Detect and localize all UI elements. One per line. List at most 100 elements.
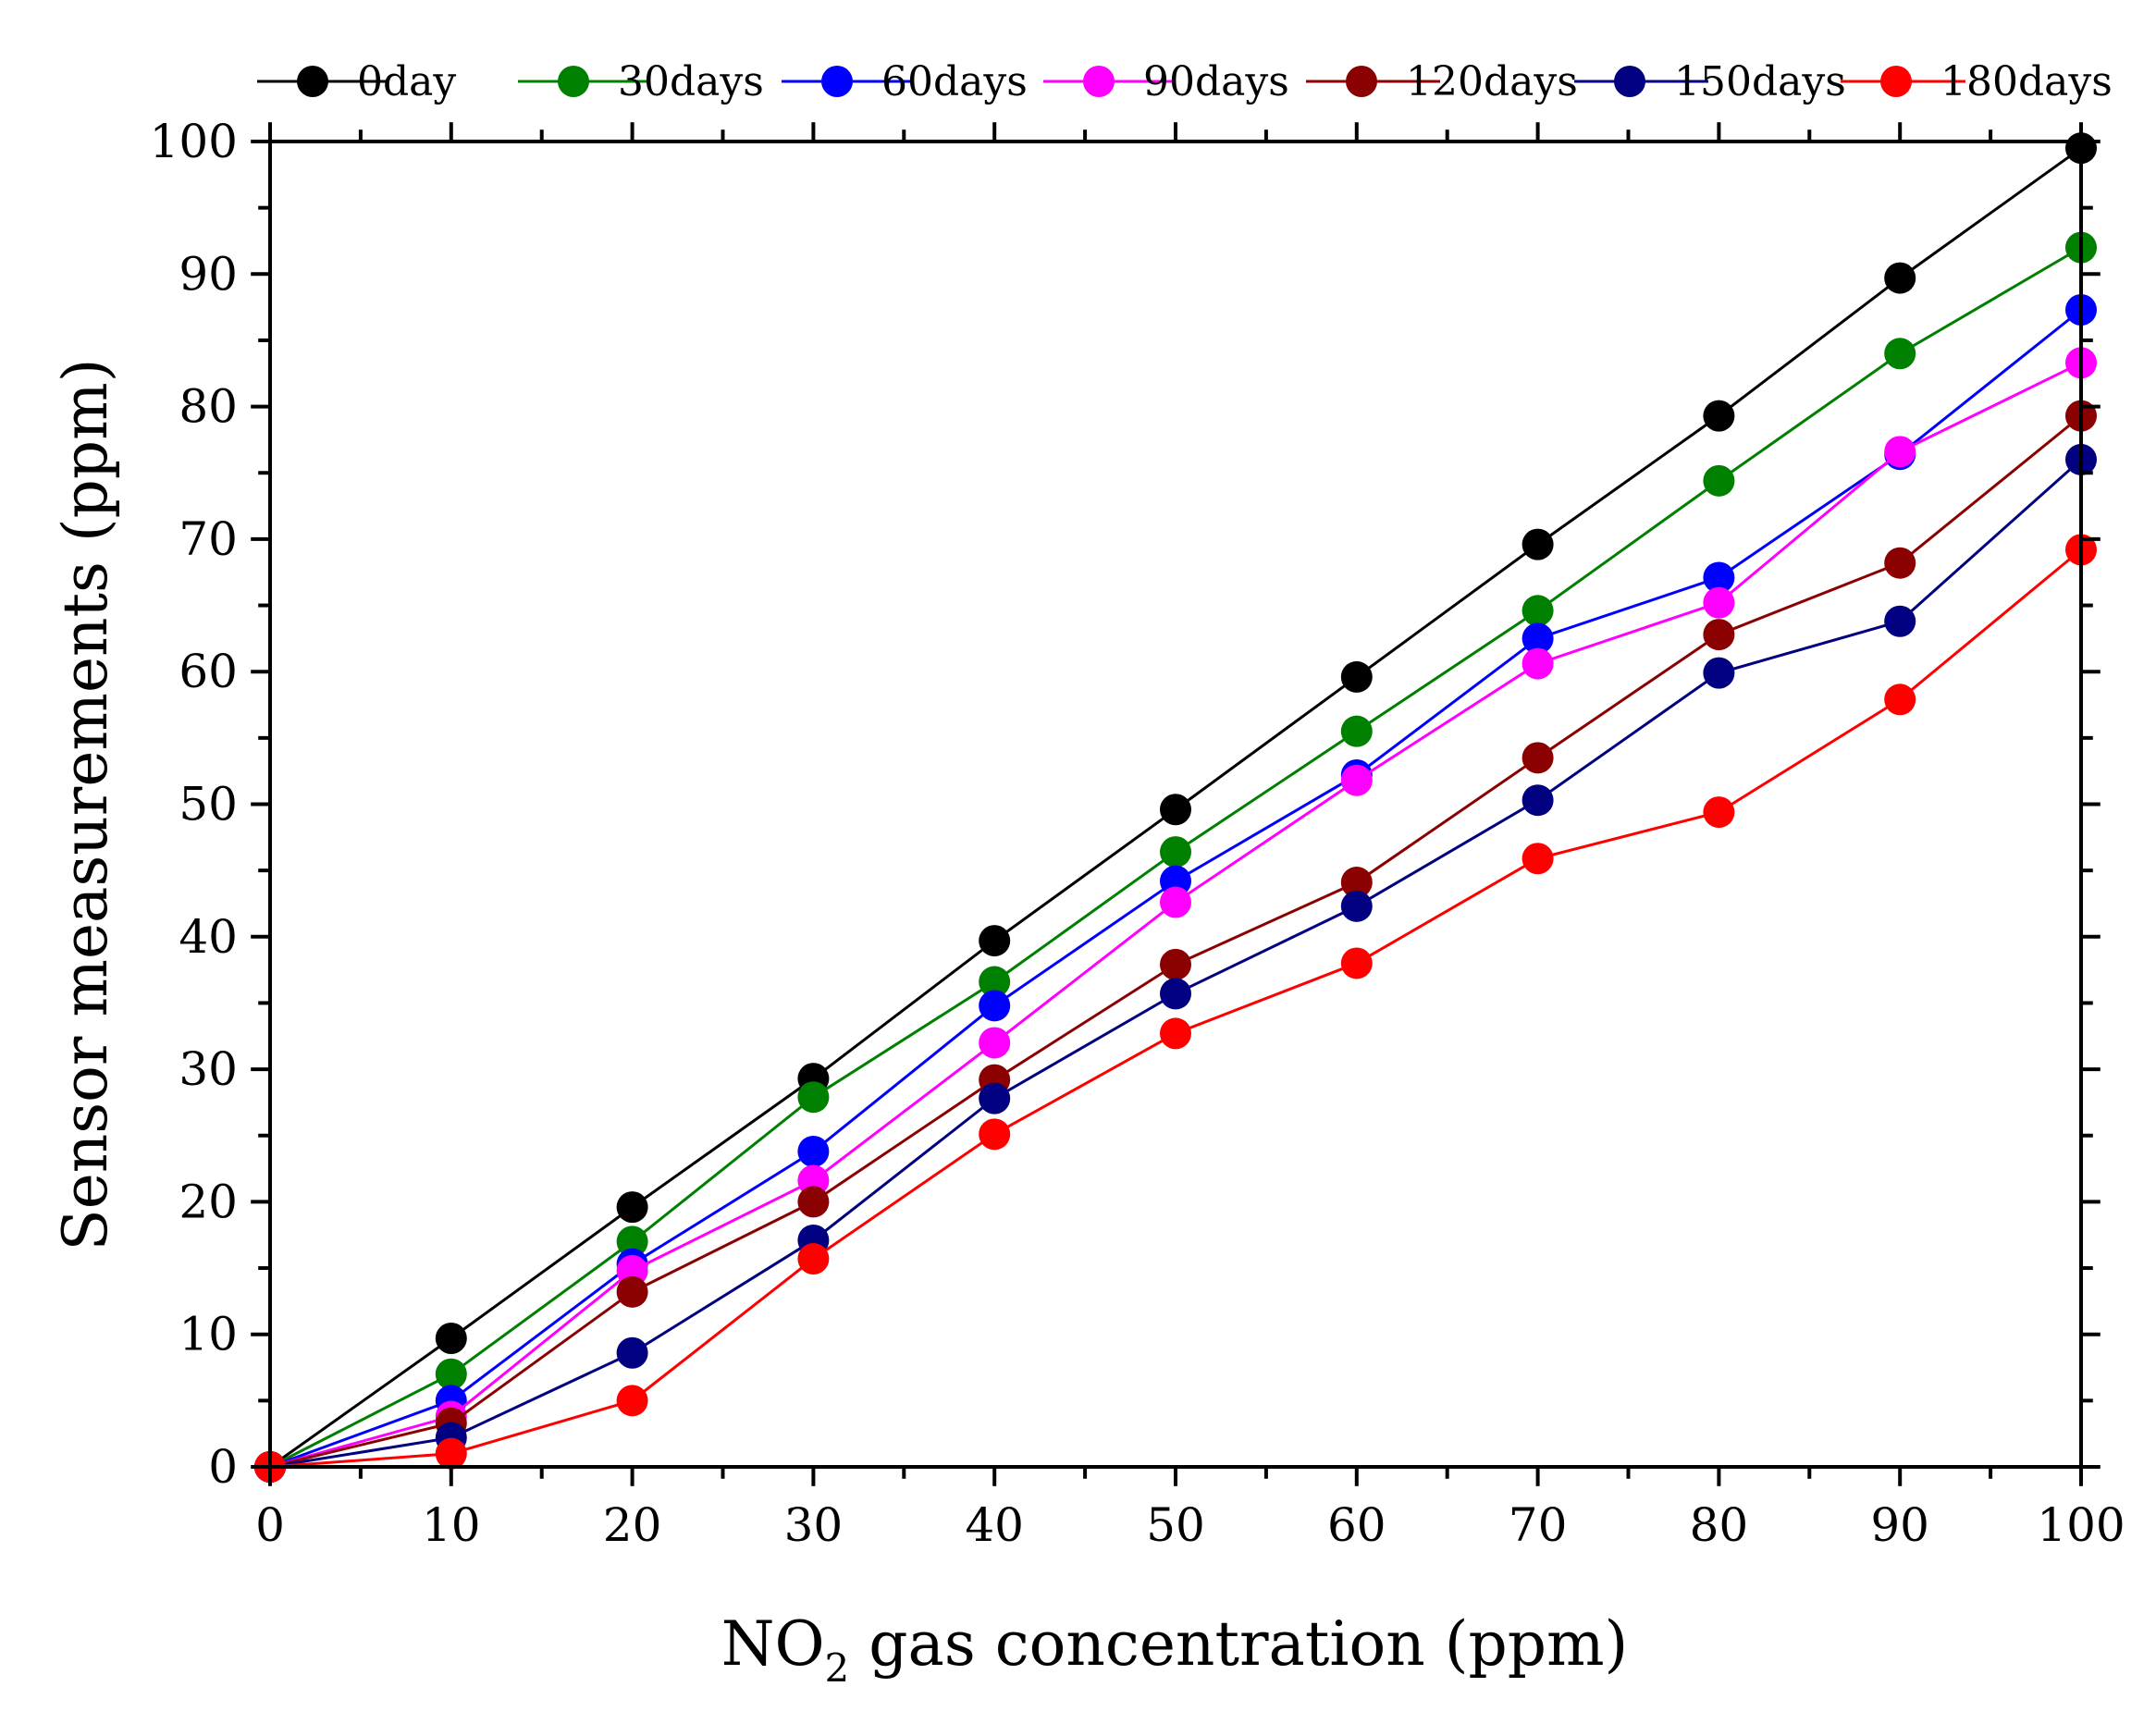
data-point-180days bbox=[797, 1243, 830, 1275]
x-axis-title-rest: gas concentration (ppm) bbox=[849, 1608, 1628, 1680]
data-point-30days bbox=[1703, 464, 1735, 497]
x-axis-title-subscript: 2 bbox=[825, 1645, 850, 1691]
data-point-120days bbox=[616, 1275, 648, 1308]
data-point-0day bbox=[1340, 660, 1373, 693]
axes: 0 10 20 30 40 50 60 70 80 90 100 0 10 20 30 40 50 60 70 80 9… bbox=[150, 115, 2125, 1552]
data-point-180days bbox=[435, 1437, 467, 1470]
data-point-90days bbox=[979, 1027, 1011, 1059]
legend-item-120days: 120days bbox=[1306, 58, 1578, 105]
legend-marker bbox=[1083, 66, 1115, 97]
data-point-150days bbox=[616, 1336, 648, 1369]
data-point-90days bbox=[1340, 764, 1373, 796]
data-point-90days bbox=[1703, 586, 1735, 619]
data-point-90days bbox=[1160, 886, 1191, 918]
data-point-0day bbox=[435, 1322, 467, 1354]
x-tick-label: 30 bbox=[784, 1498, 844, 1552]
series-0day bbox=[254, 132, 2097, 1483]
legend-marker bbox=[1614, 66, 1645, 97]
series-150days bbox=[254, 443, 2097, 1483]
data-point-120days bbox=[1340, 867, 1373, 899]
data-point-0day bbox=[616, 1191, 648, 1224]
series-120days bbox=[254, 400, 2097, 1483]
x-tick-label: 60 bbox=[1327, 1498, 1386, 1552]
legend-label: 120days bbox=[1406, 58, 1578, 105]
y-tick-label: 40 bbox=[179, 910, 238, 964]
x-axis-title: NO2 gas concentration (ppm) bbox=[721, 1608, 1629, 1691]
data-point-150days bbox=[1884, 605, 1916, 637]
legend-marker bbox=[1880, 66, 1912, 97]
chart-marks bbox=[254, 132, 2097, 1483]
data-point-30days bbox=[1160, 836, 1191, 868]
data-point-180days bbox=[979, 1118, 1011, 1151]
legend-item-150days: 150days bbox=[1574, 58, 1846, 105]
y-tick-label: 100 bbox=[150, 115, 238, 168]
legend-label: 180days bbox=[1940, 58, 2113, 105]
legend: 0day 30days 60days 90days 120days 150days 180d… bbox=[257, 58, 2113, 105]
data-point-180days bbox=[1160, 1017, 1191, 1050]
x-tick-label: 40 bbox=[965, 1498, 1024, 1552]
data-point-180days bbox=[1884, 683, 1916, 716]
x-tick-label: 80 bbox=[1690, 1498, 1749, 1552]
y-tick-label: 80 bbox=[179, 380, 238, 434]
y-tick-label: 50 bbox=[179, 778, 238, 831]
legend-label: 150days bbox=[1674, 58, 1846, 105]
legend-marker bbox=[1346, 66, 1377, 97]
data-point-30days bbox=[1522, 595, 1554, 627]
y-tick-label: 60 bbox=[179, 645, 238, 698]
data-point-30days bbox=[1884, 338, 1916, 370]
data-point-180days bbox=[1703, 796, 1735, 829]
data-point-60days bbox=[1522, 622, 1554, 655]
legend-marker bbox=[297, 66, 328, 97]
y-tick-label: 70 bbox=[179, 512, 238, 566]
x-tick-label: 70 bbox=[1509, 1498, 1568, 1552]
series-90days bbox=[254, 347, 2097, 1483]
y-tick-label: 20 bbox=[179, 1175, 238, 1228]
data-point-60days bbox=[1703, 561, 1735, 594]
data-point-0day bbox=[979, 925, 1011, 957]
data-point-0day bbox=[1703, 400, 1735, 432]
data-point-180days bbox=[1340, 947, 1373, 979]
legend-label: 0day bbox=[357, 58, 456, 105]
x-tick-label: 10 bbox=[422, 1498, 481, 1552]
legend-marker bbox=[558, 66, 589, 97]
data-point-150days bbox=[1160, 978, 1191, 1010]
x-tick-label: 90 bbox=[1870, 1498, 1929, 1552]
legend-label: 90days bbox=[1143, 58, 1289, 105]
x-tick-label: 20 bbox=[603, 1498, 662, 1552]
data-point-90days bbox=[1522, 647, 1554, 680]
x-axis-title-main: NO bbox=[721, 1608, 825, 1680]
series-180days bbox=[254, 534, 2097, 1483]
data-point-120days bbox=[797, 1186, 830, 1218]
data-point-120days bbox=[1884, 547, 1916, 579]
y-tick-label: 10 bbox=[179, 1308, 238, 1361]
data-point-30days bbox=[435, 1358, 467, 1390]
x-tick-label: 0 bbox=[255, 1498, 285, 1552]
data-point-150days bbox=[1522, 784, 1554, 817]
y-tick-label: 0 bbox=[208, 1440, 238, 1494]
x-tick-label: 100 bbox=[2037, 1498, 2125, 1552]
data-point-120days bbox=[1160, 948, 1191, 980]
data-point-150days bbox=[979, 1082, 1011, 1114]
data-point-30days bbox=[1340, 715, 1373, 747]
legend-item-180days: 180days bbox=[1841, 58, 2113, 105]
data-point-0day bbox=[1884, 262, 1916, 294]
data-point-0day bbox=[1160, 794, 1191, 826]
y-tick-label: 30 bbox=[179, 1042, 238, 1096]
y-axis-title: Sensor measurements (ppm) bbox=[50, 359, 121, 1251]
data-point-120days bbox=[1703, 619, 1735, 651]
data-point-150days bbox=[1703, 657, 1735, 689]
data-point-90days bbox=[1884, 436, 1916, 468]
data-point-0day bbox=[1522, 528, 1554, 560]
legend-label: 60days bbox=[881, 58, 1028, 105]
data-point-120days bbox=[1522, 742, 1554, 774]
data-point-60days bbox=[979, 990, 1011, 1022]
data-point-180days bbox=[1522, 843, 1554, 875]
legend-item-90days: 90days bbox=[1043, 58, 1289, 105]
legend-item-30days: 30days bbox=[518, 58, 764, 105]
legend-marker bbox=[821, 66, 853, 97]
data-point-60days bbox=[797, 1135, 830, 1167]
legend-item-0day: 0day bbox=[257, 58, 456, 105]
legend-item-60days: 60days bbox=[782, 58, 1028, 105]
data-point-30days bbox=[616, 1225, 648, 1258]
